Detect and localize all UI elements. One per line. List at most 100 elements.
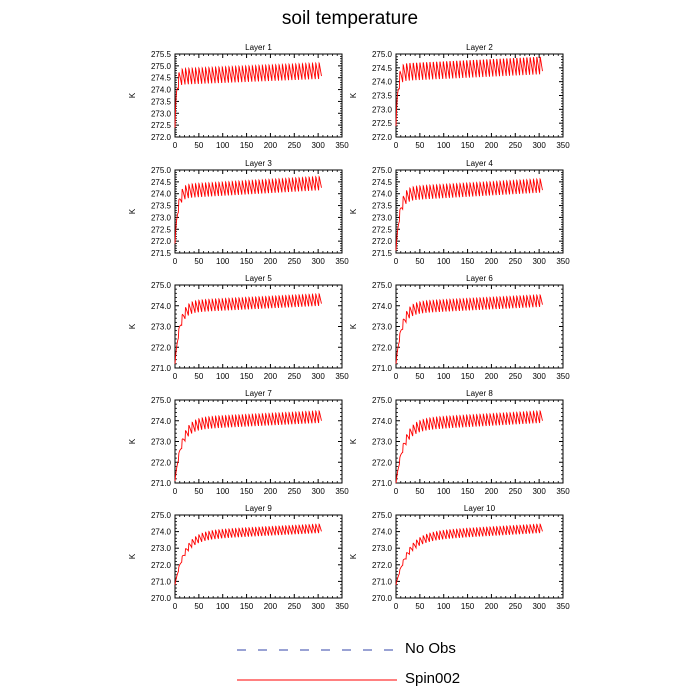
y-tick-label: 272.5: [151, 225, 172, 234]
y-tick-label: 273.5: [372, 202, 393, 211]
y-tick-label: 274.0: [372, 190, 393, 199]
y-axis-label: K: [349, 208, 358, 214]
y-tick-label: 272.0: [151, 561, 172, 570]
panel-title: Layer 5: [245, 274, 272, 283]
y-tick-label: 272.5: [151, 121, 172, 130]
y-tick-label: 274.0: [151, 86, 172, 95]
x-tick-label: 0: [173, 372, 178, 381]
y-tick-label: 272.5: [372, 119, 393, 128]
y-tick-label: 274.0: [151, 417, 172, 426]
y-axis-label: K: [128, 323, 137, 329]
y-tick-label: 275.0: [372, 396, 393, 405]
x-tick-label: 250: [509, 487, 523, 496]
x-tick-label: 50: [194, 141, 203, 150]
y-tick-label: 271.5: [372, 249, 393, 258]
x-tick-label: 200: [264, 487, 278, 496]
x-tick-label: 50: [415, 257, 424, 266]
y-tick-label: 275.5: [151, 50, 172, 59]
y-tick-label: 273.0: [372, 105, 393, 114]
chart-panel-layer-4: Layer 4 K 0 50 100 150 200 250 300 350 271.5 272.0 2…: [349, 159, 570, 266]
x-tick-label: 150: [461, 487, 475, 496]
y-tick-label: 271.0: [372, 577, 393, 586]
y-tick-label: 271.5: [151, 249, 172, 258]
x-tick-label: 250: [288, 372, 302, 381]
x-tick-label: 300: [532, 602, 546, 611]
x-tick-label: 200: [485, 487, 499, 496]
y-tick-label: 272.0: [151, 133, 172, 142]
y-tick-label: 273.0: [372, 438, 393, 447]
x-tick-label: 50: [194, 257, 203, 266]
panel-title: Layer 8: [466, 389, 493, 398]
y-tick-label: 272.0: [151, 237, 172, 246]
y-tick-label: 273.0: [151, 323, 172, 332]
panel-title: Layer 4: [466, 159, 493, 168]
x-tick-label: 0: [394, 372, 399, 381]
series-line-spin002: [174, 523, 322, 585]
x-tick-label: 200: [264, 602, 278, 611]
panel-title: Layer 7: [245, 389, 272, 398]
x-tick-label: 0: [394, 257, 399, 266]
y-tick-label: 274.0: [151, 302, 172, 311]
y-axis-label: K: [349, 92, 358, 98]
x-tick-label: 350: [556, 141, 570, 150]
x-tick-label: 50: [194, 602, 203, 611]
plot-frame: [395, 284, 564, 369]
x-tick-label: 300: [532, 141, 546, 150]
panel-title: Layer 9: [245, 504, 272, 513]
plot-frame: [395, 399, 564, 484]
y-tick-label: 273.0: [151, 438, 172, 447]
x-tick-label: 50: [415, 141, 424, 150]
legend-label-spin002: Spin002: [405, 670, 461, 687]
y-tick-label: 272.0: [372, 458, 393, 467]
x-tick-label: 350: [335, 257, 349, 266]
chart-panel-layer-1: Layer 1 K 0 50 100 150 200 250 300 350 272.0 272.5 2…: [128, 43, 349, 150]
panel-title: Layer 6: [466, 274, 493, 283]
x-tick-label: 150: [240, 487, 254, 496]
y-tick-label: 272.0: [372, 561, 393, 570]
chart-panel-layer-7: Layer 7 K 0 50 100 150 200 250 300 350 271.0 272.0 2…: [128, 389, 349, 496]
x-tick-label: 250: [509, 257, 523, 266]
x-tick-label: 150: [240, 372, 254, 381]
y-tick-label: 271.0: [372, 479, 393, 488]
x-tick-label: 350: [556, 372, 570, 381]
x-tick-label: 200: [485, 141, 499, 150]
x-tick-label: 100: [437, 602, 451, 611]
x-tick-label: 350: [556, 602, 570, 611]
y-tick-label: 270.0: [372, 594, 393, 603]
x-tick-label: 150: [461, 141, 475, 150]
y-tick-label: 275.0: [151, 166, 172, 175]
y-axis-label: K: [349, 323, 358, 329]
x-tick-label: 250: [509, 372, 523, 381]
figure-title: soil temperature: [281, 8, 419, 29]
x-tick-label: 150: [240, 257, 254, 266]
y-tick-label: 275.0: [372, 166, 393, 175]
y-tick-label: 274.5: [151, 178, 172, 187]
y-tick-label: 274.0: [151, 528, 172, 537]
x-tick-label: 250: [288, 141, 302, 150]
y-tick-label: 273.5: [151, 97, 172, 106]
x-tick-label: 0: [173, 602, 178, 611]
x-tick-label: 350: [335, 372, 349, 381]
x-tick-label: 100: [216, 372, 230, 381]
series-line-spin002: [174, 61, 322, 128]
x-tick-label: 100: [216, 487, 230, 496]
series-line-spin002: [395, 177, 543, 251]
x-tick-label: 350: [556, 257, 570, 266]
x-tick-label: 50: [415, 487, 424, 496]
x-tick-label: 0: [394, 141, 399, 150]
x-tick-label: 100: [437, 487, 451, 496]
x-tick-label: 150: [240, 602, 254, 611]
series-line-spin002: [395, 523, 543, 585]
y-tick-label: 271.0: [372, 364, 393, 373]
y-axis-label: K: [349, 438, 358, 444]
y-tick-label: 274.0: [151, 190, 172, 199]
x-tick-label: 300: [532, 372, 546, 381]
x-tick-label: 150: [461, 602, 475, 611]
y-tick-label: 274.5: [372, 64, 393, 73]
x-tick-label: 50: [194, 372, 203, 381]
legend-label-no-obs: No Obs: [405, 640, 456, 657]
series-line-spin002: [174, 409, 322, 481]
y-tick-label: 273.5: [372, 92, 393, 101]
y-tick-label: 275.0: [372, 281, 393, 290]
